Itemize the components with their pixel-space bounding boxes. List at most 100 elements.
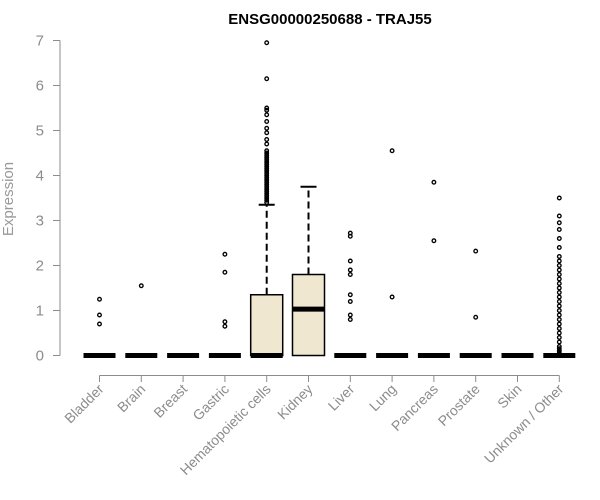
outlier-point	[264, 184, 270, 190]
outlier-point	[556, 299, 562, 304]
x-tick-label: Breast	[150, 381, 190, 421]
outlier-point	[264, 141, 270, 147]
outlier-point	[556, 236, 562, 241]
outlier-point	[97, 312, 102, 318]
x-tick-label: Brain	[114, 381, 148, 415]
outlier-point	[556, 344, 562, 349]
outlier-point	[556, 348, 562, 354]
y-tick-label: 3	[36, 213, 44, 230]
outlier-point	[556, 317, 562, 322]
y-axis: 0 1 2 3 4 5 6 7	[36, 33, 61, 365]
outlier-point	[556, 213, 562, 219]
chart-title: ENSG00000250688 - TRAJ55	[228, 11, 431, 28]
outlier-point	[556, 335, 562, 340]
outlier-point	[556, 308, 562, 313]
outlier-point	[556, 276, 562, 282]
outlier-point	[556, 285, 562, 291]
outlier-point	[222, 319, 228, 325]
outlier-point	[264, 155, 270, 160]
outlier-point	[473, 248, 479, 254]
outlier-point	[556, 245, 562, 250]
outlier-point	[264, 148, 270, 154]
outlier-point	[556, 281, 562, 286]
box-prostate	[459, 248, 492, 358]
outlier-point	[264, 164, 270, 169]
outlier-point	[264, 188, 270, 194]
outlier-point	[556, 220, 562, 226]
outlier-point	[264, 177, 270, 183]
box-brain	[125, 283, 158, 358]
outlier-point	[556, 294, 562, 300]
outlier-point	[264, 186, 270, 192]
outlier-point	[556, 350, 562, 356]
outlier-point	[347, 292, 353, 298]
outlier-point	[264, 112, 270, 118]
outlier-point	[556, 267, 562, 273]
outlier-point	[264, 170, 270, 176]
outlier-point	[556, 258, 562, 264]
outlier-point	[347, 267, 353, 273]
outlier-point	[264, 125, 270, 131]
outlier-point	[556, 339, 562, 345]
outlier-point	[264, 195, 270, 201]
box-kidney	[291, 185, 326, 357]
outlier-point	[431, 238, 437, 244]
outlier-point	[556, 263, 562, 268]
outlier-point	[556, 290, 562, 295]
box-liver	[334, 230, 367, 358]
outlier-point	[222, 269, 228, 275]
outlier-point	[264, 200, 270, 205]
outlier-point	[222, 323, 228, 329]
outlier-point	[264, 152, 270, 158]
outlier-point	[347, 317, 353, 322]
outlier-point	[264, 40, 270, 46]
box-bladder	[83, 296, 116, 358]
outlier-point	[264, 191, 270, 196]
outlier-point	[264, 161, 270, 167]
y-tick-label: 4	[36, 168, 44, 185]
y-tick-label: 6	[36, 78, 44, 95]
box-lung	[376, 148, 409, 358]
outlier-point	[264, 175, 270, 181]
x-tick-label: Skin	[494, 381, 525, 412]
x-tick-label: Liver	[325, 381, 358, 414]
outlier-point	[556, 195, 562, 201]
outlier-point	[264, 130, 270, 136]
x-tick-label: Lung	[366, 381, 399, 414]
outlier-point	[264, 119, 270, 124]
box-unknown-other	[543, 195, 576, 358]
outlier-point	[347, 258, 353, 264]
y-tick-label: 5	[36, 123, 44, 140]
outlier-point	[264, 179, 270, 185]
outlier-point	[264, 107, 270, 113]
outlier-point	[264, 159, 270, 165]
x-tick-label: Kidney	[274, 381, 316, 423]
outlier-point	[264, 197, 270, 203]
outlier-point	[556, 346, 562, 352]
outlier-point	[138, 283, 144, 289]
outlier-point	[556, 326, 562, 331]
outlier-point	[264, 168, 270, 174]
outlier-point	[556, 312, 562, 318]
outlier-point	[264, 173, 270, 178]
y-axis-label: Expression	[0, 162, 17, 236]
y-tick-label: 0	[36, 348, 44, 365]
outlier-point	[264, 182, 270, 187]
outlier-point	[264, 150, 270, 156]
box-series	[83, 40, 576, 358]
outlier-point	[347, 299, 353, 304]
outlier-point	[264, 76, 270, 82]
outlier-point	[556, 272, 562, 277]
outlier-point	[264, 166, 270, 172]
outlier-point	[97, 296, 102, 302]
outlier-point	[389, 148, 395, 154]
outlier-point	[556, 321, 562, 327]
outlier-point	[556, 330, 562, 336]
outlier-point	[97, 321, 102, 327]
y-tick-label: 1	[36, 303, 44, 320]
outlier-point	[264, 137, 270, 142]
outlier-point	[264, 193, 270, 199]
outlier-point	[264, 157, 270, 163]
